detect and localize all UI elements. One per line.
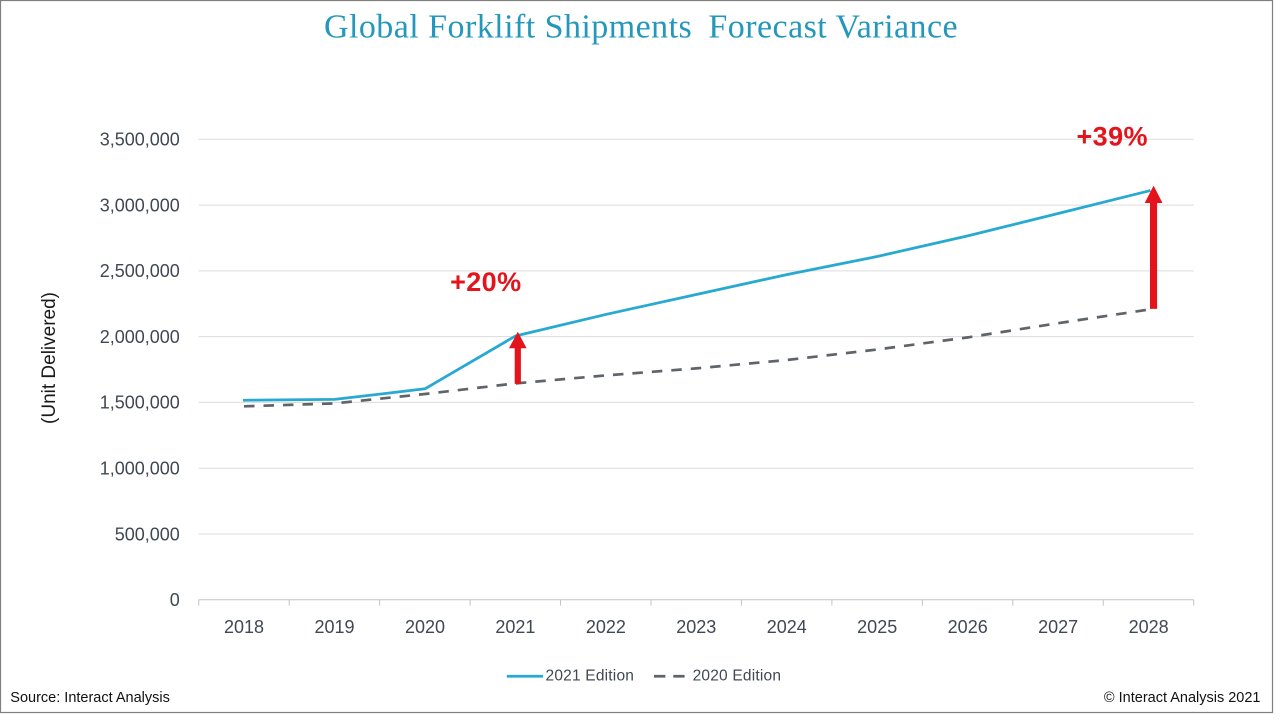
svg-text:Source: Interact Analysis: Source: Interact Analysis [10, 690, 170, 706]
svg-text:2024: 2024 [767, 617, 807, 637]
svg-text:(Unit Delivered): (Unit Delivered) [39, 292, 60, 424]
svg-text:© Interact Analysis 2021: © Interact Analysis 2021 [1104, 690, 1261, 706]
svg-text:Global Forklift Shipments For: Global Forklift Shipments Forecast Varia… [324, 9, 958, 46]
svg-text:2021: 2021 [495, 617, 535, 637]
svg-text:2018: 2018 [224, 617, 264, 637]
svg-text:2019: 2019 [314, 617, 354, 637]
svg-text:3,500,000: 3,500,000 [100, 130, 180, 150]
svg-text:2026: 2026 [948, 617, 988, 637]
svg-text:3,000,000: 3,000,000 [100, 195, 180, 215]
svg-text:2025: 2025 [857, 617, 897, 637]
svg-text:1,000,000: 1,000,000 [100, 459, 180, 479]
svg-text:+39%: +39% [1076, 122, 1147, 152]
svg-text:2,000,000: 2,000,000 [100, 327, 180, 347]
svg-text:2027: 2027 [1038, 617, 1078, 637]
svg-text:2020: 2020 [405, 617, 445, 637]
svg-text:2021 Edition: 2021 Edition [546, 668, 635, 685]
svg-text:2023: 2023 [676, 617, 716, 637]
svg-text:2,500,000: 2,500,000 [100, 261, 180, 281]
svg-text:2020 Edition: 2020 Edition [693, 668, 782, 685]
svg-text:1,500,000: 1,500,000 [100, 393, 180, 413]
svg-text:500,000: 500,000 [115, 524, 180, 544]
svg-text:2028: 2028 [1129, 617, 1169, 637]
svg-text:0: 0 [170, 590, 180, 610]
svg-text:+20%: +20% [450, 267, 521, 297]
svg-text:2022: 2022 [586, 617, 626, 637]
